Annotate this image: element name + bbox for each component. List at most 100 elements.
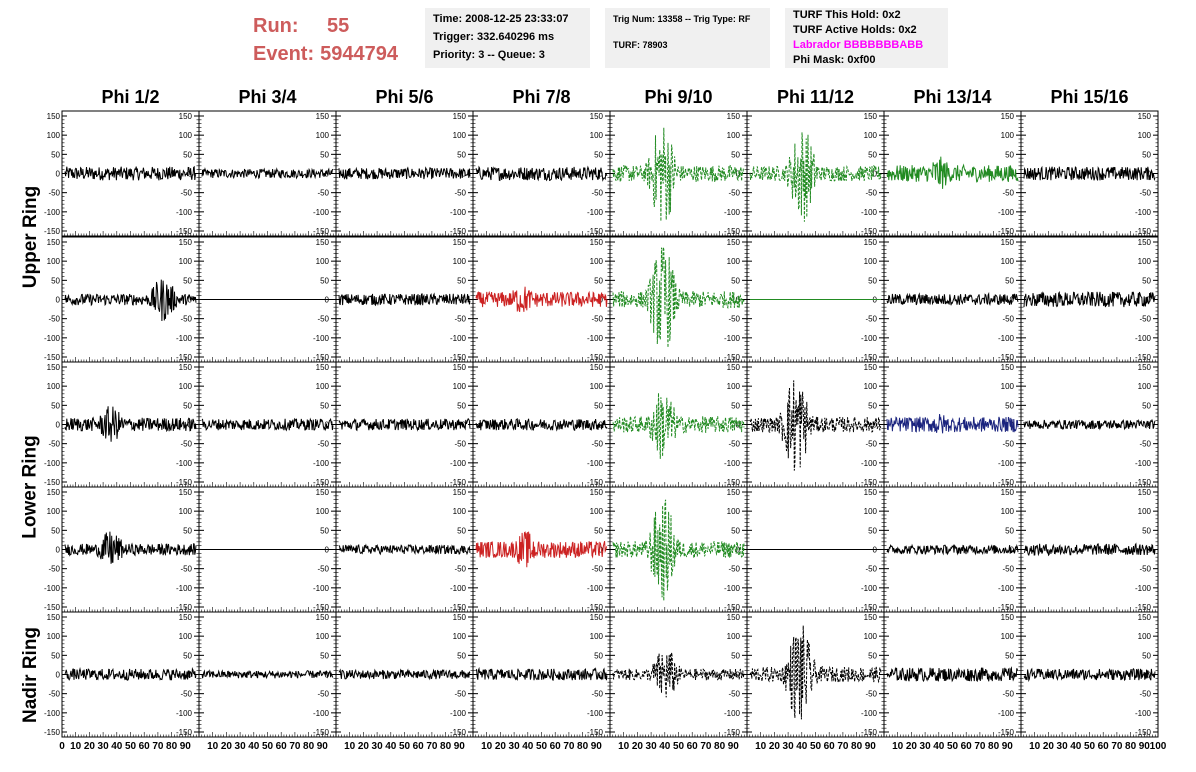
y-tick-label: 150 — [47, 112, 61, 121]
y-tick-label: 100 — [453, 507, 467, 516]
y-tick-label: -150 — [861, 353, 878, 362]
y-tick-label: -100 — [861, 584, 878, 593]
y-tick-label: -150 — [998, 353, 1015, 362]
y-tick-label: -100 — [724, 584, 741, 593]
waveform-trace — [201, 417, 334, 432]
y-tick-label: -100 — [176, 584, 193, 593]
y-tick-label: -100 — [1135, 334, 1152, 343]
y-tick-label: -150 — [450, 227, 467, 236]
waveform-trace — [749, 380, 882, 471]
y-tick-label: 50 — [594, 150, 603, 159]
y-tick-label: -150 — [450, 353, 467, 362]
y-tick-label: 150 — [316, 238, 330, 247]
waveform-trace — [64, 406, 197, 442]
y-tick-label: -150 — [176, 227, 193, 236]
y-tick-label: 50 — [51, 651, 60, 660]
y-tick-label: 100 — [1138, 131, 1152, 140]
y-tick-label: 100 — [1001, 257, 1015, 266]
waveform-trace — [1023, 542, 1156, 557]
y-tick-label: -150 — [861, 478, 878, 487]
y-tick-label: -50 — [591, 315, 603, 324]
y-tick-label: 0 — [1010, 546, 1015, 555]
y-tick-label: 100 — [727, 507, 741, 516]
y-tick-label: -150 — [450, 478, 467, 487]
y-tick-label: 100 — [1138, 382, 1152, 391]
y-tick-label: -50 — [180, 565, 192, 574]
turf-active-line: TURF Active Holds: 0x2 — [793, 24, 917, 36]
waveform-trace — [612, 499, 745, 601]
y-tick-label: 150 — [316, 112, 330, 121]
y-tick-label: -100 — [587, 334, 604, 343]
waveform-trace — [475, 418, 608, 432]
y-tick-label: 0 — [873, 170, 878, 179]
y-tick-label: -150 — [587, 353, 604, 362]
y-tick-label: -100 — [1135, 459, 1152, 468]
y-tick-label: 50 — [594, 526, 603, 535]
y-tick-label: -50 — [317, 189, 329, 198]
y-tick-label: -150 — [450, 603, 467, 612]
y-tick-label: 100 — [179, 131, 193, 140]
waveform-trace — [338, 668, 471, 681]
y-tick-label: 150 — [864, 488, 878, 497]
y-tick-label: 0 — [462, 296, 467, 305]
waveform-trace — [612, 246, 745, 348]
y-tick-label: -50 — [48, 189, 60, 198]
y-tick-label: 150 — [47, 613, 61, 622]
y-tick-label: -100 — [861, 334, 878, 343]
y-tick-label: -100 — [176, 459, 193, 468]
waveform-trace — [886, 413, 1019, 434]
y-tick-label: -100 — [998, 584, 1015, 593]
y-tick-label: 50 — [51, 526, 60, 535]
y-tick-label: -100 — [587, 208, 604, 217]
labrador-line: Labrador BBBBBBBABB — [793, 39, 924, 51]
y-tick-label: -50 — [1002, 189, 1014, 198]
waveform-trace — [475, 286, 608, 312]
trigger-line: Trigger: 332.640296 ms — [433, 31, 555, 43]
y-tick-label: 100 — [864, 507, 878, 516]
y-tick-label: 100 — [47, 382, 61, 391]
y-tick-label: 50 — [51, 276, 60, 285]
y-tick-label: -150 — [998, 227, 1015, 236]
y-tick-label: 150 — [1001, 238, 1015, 247]
y-tick-label: 50 — [183, 526, 192, 535]
y-tick-label: -50 — [454, 189, 466, 198]
y-tick-label: -100 — [998, 208, 1015, 217]
y-tick-label: -50 — [865, 440, 877, 449]
y-tick-label: 150 — [453, 488, 467, 497]
y-tick-label: 50 — [731, 401, 740, 410]
y-tick-label: 100 — [864, 131, 878, 140]
y-tick-label: -100 — [861, 208, 878, 217]
y-tick-label: -150 — [998, 478, 1015, 487]
y-tick-label: -100 — [861, 459, 878, 468]
y-tick-label: 150 — [453, 238, 467, 247]
y-tick-label: 150 — [1001, 488, 1015, 497]
waveform-trace — [1023, 165, 1156, 182]
y-tick-label: -100 — [998, 459, 1015, 468]
y-tick-label: 150 — [727, 363, 741, 372]
y-tick-label: 100 — [179, 632, 193, 641]
y-tick-label: 50 — [51, 401, 60, 410]
waveform-trace — [338, 292, 471, 307]
y-tick-label: -150 — [587, 603, 604, 612]
y-tick-label: -50 — [317, 315, 329, 324]
y-tick-label: 100 — [453, 632, 467, 641]
y-tick-label: -100 — [313, 208, 330, 217]
y-tick-label: -50 — [865, 189, 877, 198]
y-tick-label: 100 — [453, 382, 467, 391]
y-tick-label: -100 — [176, 208, 193, 217]
y-tick-label: -50 — [180, 189, 192, 198]
y-tick-label: 150 — [727, 488, 741, 497]
phi-mask-line: Phi Mask: 0xf00 — [793, 54, 876, 66]
y-tick-label: 100 — [316, 131, 330, 140]
y-tick-label: -50 — [317, 690, 329, 699]
